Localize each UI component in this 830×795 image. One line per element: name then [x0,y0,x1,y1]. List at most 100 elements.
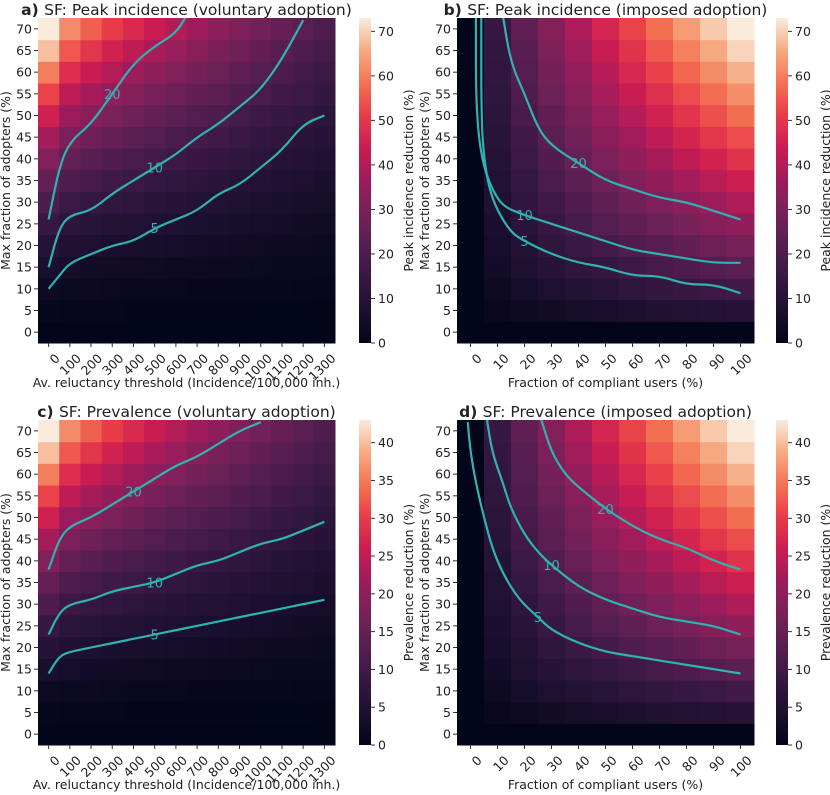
heatmap-cell [101,278,124,301]
heatmap-cell [250,321,272,344]
heatmap-cell [101,126,124,149]
heatmap-cell [228,593,251,616]
heatmap-cell [700,61,728,84]
heatmap-cell [484,256,512,279]
y-tick-label: 55 [435,488,451,503]
heatmap-cell [619,506,647,529]
heatmap-cell [565,593,593,616]
heatmap-cell [59,680,81,703]
heatmap-cell [122,299,145,322]
heatmap-cell [207,126,230,149]
heatmap-cell [538,550,566,573]
heatmap-cell [511,680,539,703]
colorbar-tick-label: 30 [795,202,811,217]
y-tick-label: 20 [435,238,451,253]
heatmap-cell [144,83,166,106]
heatmap-cell [80,104,103,127]
heatmap-cell [565,234,593,257]
heatmap-cell [144,278,166,301]
heatmap-cell [511,299,539,322]
heatmap-cell [292,256,315,279]
contour-label: 10 [146,577,163,592]
y-tick-label: 0 [24,325,32,340]
heatmap-cell [673,528,701,551]
heatmap-cell [727,126,755,149]
heatmap-cell [59,701,81,724]
heatmap-cell [700,104,728,127]
heatmap-cell [228,148,251,171]
heatmap-cell [165,169,187,192]
heatmap-cell [250,723,272,746]
heatmap-cell [565,528,593,551]
heatmap-cell [101,615,124,638]
heatmap-cell [38,18,60,41]
heatmap-cell [700,485,728,508]
heatmap-cell [511,321,539,344]
heatmap-cell [313,321,336,344]
heatmap-cell [619,701,647,724]
heatmap-cell [122,463,145,486]
heatmap-cell [673,213,701,236]
y-tick-label: 0 [443,727,451,742]
heatmap-cell [38,234,60,257]
chart-panel: 5 10 20 a) SF: Peak incidence (voluntary ad… [0,1,416,390]
heatmap-cell [538,593,566,616]
heatmap-cell [80,680,103,703]
heatmap-cell [292,463,315,486]
heatmap-cell [592,571,620,594]
heatmap-cell [565,615,593,638]
heatmap-cell [80,278,103,301]
heatmap-cell [700,321,728,344]
heatmap-cell [38,39,60,62]
heatmap-cell [727,593,755,616]
heatmap-cell [592,701,620,724]
heatmap-cell [646,169,674,192]
heatmap-cell [207,299,230,322]
heatmap-cell [38,441,60,464]
heatmap-cell [673,256,701,279]
heatmap-cell [250,234,272,257]
colorbar-tick-label: 5 [795,700,803,715]
heatmap-cell [271,213,294,236]
heatmap-cell [727,191,755,214]
heatmap-cell [122,83,145,106]
x-axis-label: Fraction of compliant users (%) [508,777,703,792]
heatmap-cell [59,191,81,214]
heatmap-cell [292,658,315,681]
heatmap-cell [592,441,620,464]
heatmap-cell [207,104,230,127]
heatmap-cell [727,278,755,301]
heatmap-cell [457,191,485,214]
heatmap-cell [144,463,166,486]
heatmap-cell [228,441,251,464]
y-axis-label: Max fraction of adopters (%) [417,493,432,672]
y-tick-label: 20 [435,640,451,655]
heatmap-cell [700,18,728,41]
x-tick-label: 80 [679,351,701,373]
heatmap-cell [80,615,103,638]
contour-lines: 5 10 20 [466,420,741,675]
heatmap-cell [122,278,145,301]
heatmap-cell [646,636,674,659]
heatmap-cell [101,256,124,279]
y-tick-label: 25 [435,216,451,231]
heatmap-cell [673,485,701,508]
heatmap-cell [80,463,103,486]
heatmap-cell [144,61,166,84]
heatmap-cell [457,615,485,638]
heatmap-cell [313,463,336,486]
heatmap-cell [250,615,272,638]
heatmap-cell [271,680,294,703]
heatmap-cell [228,485,251,508]
panel-title-text: SF: Peak incidence (voluntary adoption) [44,1,352,19]
heatmap-cell [727,680,755,703]
heatmap-cell [101,550,124,573]
heatmap-cell [538,658,566,681]
panel-letter: c) [37,403,59,421]
heatmap-cell [646,213,674,236]
heatmap-cell [38,83,60,106]
colorbar-tick-label: 40 [378,435,394,450]
heatmap-cell [271,441,294,464]
heatmap-cell [59,126,81,149]
colorbar-tick-label: 15 [378,624,394,639]
